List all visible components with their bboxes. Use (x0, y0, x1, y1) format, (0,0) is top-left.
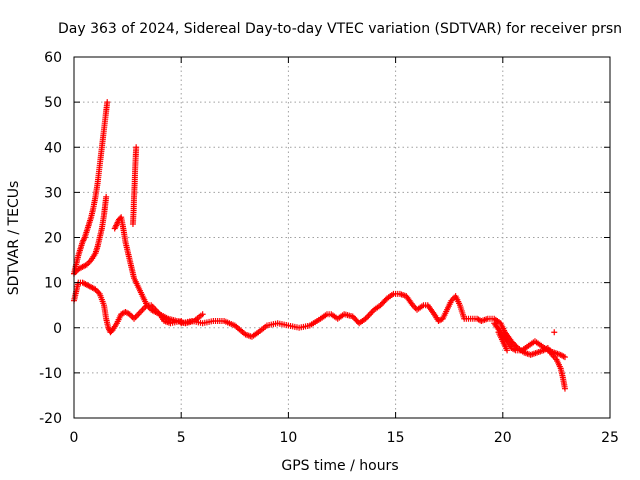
y-tick-label: 50 (44, 95, 62, 111)
data-point (504, 347, 511, 354)
y-tick-label: 40 (44, 140, 62, 156)
data-point (551, 329, 558, 336)
y-tick-label: 20 (44, 231, 62, 247)
x-tick-label: 15 (387, 430, 405, 446)
axis-ticks (73, 56, 611, 419)
y-tick-label: -10 (39, 366, 62, 382)
grid (74, 57, 610, 418)
x-tick-label: 20 (494, 430, 512, 446)
data-series (71, 279, 185, 336)
data-point (133, 144, 140, 151)
x-tick-label: 5 (177, 430, 186, 446)
y-tick-label: 10 (44, 276, 62, 292)
x-tick-label: 10 (279, 430, 297, 446)
chart-title: Day 363 of 2024, Sidereal Day-to-day VTE… (58, 21, 622, 37)
data-point (561, 354, 568, 361)
x-axis-label: GPS time / hours (281, 458, 398, 474)
x-tick-label: 25 (601, 430, 619, 446)
data-point (104, 99, 111, 106)
data-series (551, 329, 558, 336)
x-tick-label: 0 (70, 430, 79, 446)
data-series (71, 193, 110, 277)
data-series (71, 99, 111, 277)
axis-tick-labels: 0 5 10 15 20 25 -20 -10 0 10 20 30 40 50 60 (39, 50, 619, 446)
data-series (129, 144, 140, 227)
y-tick-label: 0 (53, 321, 62, 337)
data-points (71, 99, 568, 392)
y-tick-label: 60 (44, 50, 62, 66)
y-axis-label: SDTVAR / TECUs (6, 181, 22, 296)
y-tick-label: -20 (39, 411, 62, 427)
data-point (561, 385, 568, 392)
data-point (199, 311, 206, 318)
y-tick-label: 30 (44, 185, 62, 201)
data-series (495, 329, 511, 354)
data-point (103, 193, 110, 200)
